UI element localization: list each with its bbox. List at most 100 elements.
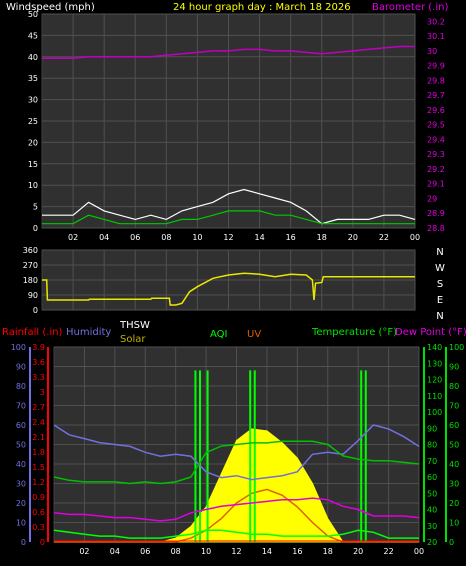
wind-tick-label: 5 — [33, 203, 38, 212]
direction-tick-label: 90 — [28, 291, 38, 300]
rain-tick-label: 2.1 — [32, 433, 45, 442]
barometer-tick-label: 29.7 — [427, 91, 445, 100]
lower-x-tick-label: 06 — [140, 547, 150, 556]
temperature-tick-label: 20 — [427, 538, 437, 547]
rain-tick-label: 2.7 — [32, 403, 45, 412]
wind-x-tick-label: 20 — [348, 233, 358, 242]
windspeed-axis-title: Windspeed (mph) — [6, 2, 95, 13]
temperature-tick-label: 80 — [427, 441, 437, 450]
wind-x-tick-label: 06 — [130, 233, 140, 242]
humidity-tick-label: 70 — [16, 402, 26, 411]
humidity-line — [53, 424, 420, 481]
wind-tick-label: 45 — [28, 31, 38, 40]
rain-tick-label: 1.8 — [32, 448, 45, 457]
wind-x-tick-label: 16 — [286, 233, 296, 242]
temperature-tick-label: 30 — [427, 522, 437, 531]
aqi-tick-label: 10 — [449, 519, 459, 528]
temperature-tick-label: 130 — [427, 359, 442, 368]
compass-label: E — [437, 295, 443, 306]
humidity-tick-label: 30 — [16, 480, 26, 489]
rain-tick-label: 3.9 — [32, 343, 45, 352]
temperature-tick-label: 110 — [427, 392, 442, 401]
wind-x-tick-label: 00 — [410, 233, 420, 242]
barometer-tick-label: 30 — [427, 47, 437, 56]
wind-x-tick-label: 18 — [317, 233, 327, 242]
barometer-tick-label: 29.4 — [427, 135, 445, 144]
rain-tick-label: 3.3 — [32, 373, 45, 382]
direction-tick-label: 270 — [23, 261, 38, 270]
temperature-tick-label: 70 — [427, 457, 437, 466]
temperature-tick-label: 50 — [427, 489, 437, 498]
wind-x-tick-label: 10 — [192, 233, 202, 242]
wind-direction-line — [42, 272, 415, 306]
barometer-tick-label: 29.5 — [427, 121, 445, 130]
barometer-tick-label: 29.6 — [427, 106, 445, 115]
compass-label: N — [436, 247, 443, 258]
rain-tick-label: 0.6 — [32, 508, 45, 517]
barometer-tick-label: 30.2 — [427, 17, 445, 26]
wind-tick-label: 20 — [28, 138, 38, 147]
aqi-tick-label: 0 — [449, 538, 454, 547]
graph-title: 24 hour graph day : March 18 2026 — [173, 2, 351, 13]
wind-tick-label: 0 — [33, 224, 38, 233]
solar-legend: Solar — [120, 334, 146, 345]
humidity-tick-label: 80 — [16, 382, 26, 391]
wind-x-tick-label: 22 — [379, 233, 389, 242]
rain-tick-label: 0.3 — [32, 523, 45, 532]
barometer-tick-label: 28.8 — [427, 224, 445, 233]
aqi-tick-label: 20 — [449, 499, 459, 508]
barometer-line — [42, 45, 415, 60]
aqi-tick-label: 70 — [449, 402, 459, 411]
barometer-tick-label: 29 — [427, 194, 437, 203]
lower-x-tick-label: 04 — [110, 547, 120, 556]
temperature-tick-label: 120 — [427, 376, 442, 385]
wind-tick-label: 10 — [28, 181, 38, 190]
lower-x-tick-label: 12 — [231, 547, 241, 556]
humidity-tick-label: 50 — [16, 441, 26, 450]
rain-tick-label: 1.2 — [32, 478, 45, 487]
lower-x-tick-label: 02 — [79, 547, 89, 556]
temperature-tick-label: 60 — [427, 473, 437, 482]
humidity-tick-label: 10 — [16, 519, 26, 528]
humidity-tick-label: 100 — [11, 343, 26, 352]
barometer-tick-label: 29.2 — [427, 165, 445, 174]
dew-point-legend: Dew Point (°F) — [395, 327, 466, 338]
wind-tick-label: 25 — [28, 117, 38, 126]
temperature-tick-label: 90 — [427, 424, 437, 433]
temperature-legend: Temperature (°F) — [311, 327, 397, 338]
lower-x-tick-label: 18 — [323, 547, 333, 556]
humidity-tick-label: 0 — [21, 538, 26, 547]
dew-point-line — [53, 497, 420, 522]
humidity-legend: Humidity — [66, 327, 111, 338]
wind-average-line — [42, 210, 415, 225]
lower-x-tick-label: 22 — [383, 547, 393, 556]
lower-x-tick-label: 08 — [171, 547, 181, 556]
compass-label: N — [436, 311, 443, 322]
temperature-line — [53, 440, 420, 485]
aqi-line — [53, 529, 419, 539]
aqi-tick-label: 80 — [449, 382, 459, 391]
aqi-tick-label: 30 — [449, 480, 459, 489]
rain-tick-label: 3 — [40, 388, 45, 397]
compass-label: S — [437, 279, 443, 290]
lower-x-tick-label: 16 — [292, 547, 302, 556]
barometer-tick-label: 30.1 — [427, 32, 445, 41]
barometer-tick-label: 29.9 — [427, 62, 445, 71]
wind-x-tick-label: 02 — [68, 233, 78, 242]
wind-tick-label: 35 — [28, 74, 38, 83]
aqi-tick-label: 50 — [449, 441, 459, 450]
wind-tick-label: 40 — [28, 53, 38, 62]
rain-tick-label: 2.4 — [32, 418, 45, 427]
wind-tick-label: 50 — [28, 10, 38, 19]
aqi-tick-label: 100 — [449, 343, 464, 352]
barometer-tick-label: 28.9 — [427, 209, 445, 218]
humidity-tick-label: 60 — [16, 421, 26, 430]
uv-legend: UV — [247, 329, 261, 340]
lower-x-tick-label: 14 — [262, 547, 272, 556]
rain-tick-label: 1.5 — [32, 463, 45, 472]
uv-line — [54, 488, 419, 543]
temperature-tick-label: 100 — [427, 408, 442, 417]
direction-tick-label: 0 — [33, 306, 38, 315]
wind-tick-label: 15 — [28, 160, 38, 169]
